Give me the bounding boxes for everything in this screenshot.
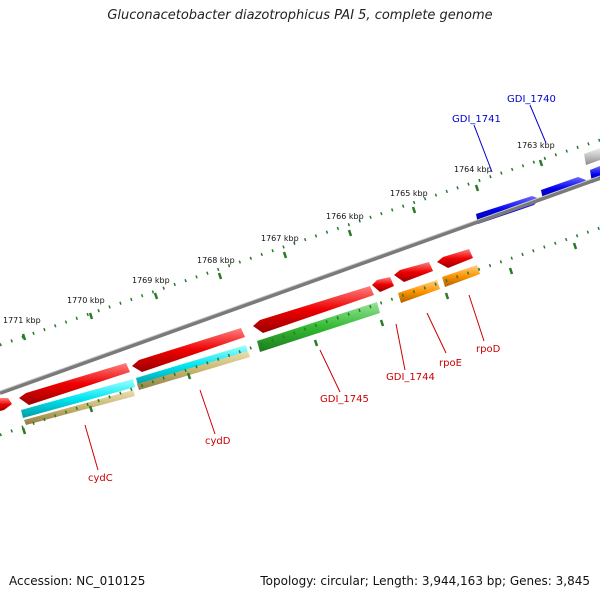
scale-label: 1763 kbp [517,141,555,150]
outer-tick-ring [0,138,600,347]
outer-major-ticks [21,159,544,341]
scale-label: 1771 kbp [3,316,41,325]
scale-label: 1767 kbp [261,234,299,243]
feature-orange-1[interactable] [398,280,440,303]
scale-label: 1765 kbp [390,189,428,198]
inner-major-ticks [21,242,578,435]
topology-text: Topology: circular; Length: 3,944,163 bp… [260,574,590,588]
feature-cyan-2[interactable] [136,345,248,386]
gene-left-edge[interactable] [0,398,12,411]
scale-label: 1769 kbp [132,276,170,285]
gene-label-gdi1744: GDI_1744 [386,372,435,383]
gene-label-gdi1740: GDI_1740 [507,94,556,105]
feature-orange-2[interactable] [442,265,480,287]
gene-right-edge-gray[interactable] [584,148,600,165]
genome-backbone [0,176,600,395]
gene-cydc[interactable] [19,363,130,405]
gene-label-cydc: cydC [88,473,113,484]
leader-lines-red [84,294,485,471]
gene-gdi1744[interactable] [372,277,394,292]
gene-gdi1745[interactable] [253,286,374,333]
page-title: Gluconacetobacter diazotrophicus PAI 5, … [107,8,493,23]
gene-label-cydd: cydD [205,436,231,447]
inner-tick-ring [0,226,600,437]
gene-label-gdi1741: GDI_1741 [452,114,501,125]
accession-text: Accession: NC_010125 [9,574,146,588]
scale-label: 1764 kbp [454,165,492,174]
gene-label-rpoe: rpoE [439,358,462,369]
feature-tan-1[interactable] [24,390,135,425]
gene-label-gdi1745: GDI_1745 [320,394,369,405]
scale-label: 1766 kbp [326,212,364,221]
gene-cydd[interactable] [132,328,245,372]
scale-label: 1768 kbp [197,256,235,265]
gene-rpoe[interactable] [394,262,433,282]
gene-rpod[interactable] [437,249,473,268]
feature-cyan-1[interactable] [21,379,135,418]
gene-label-rpod: rpoD [476,344,501,355]
scale-label: 1770 kbp [67,296,105,305]
feature-tan-2[interactable] [137,351,250,390]
scale-labels: 1763 kbp 1764 kbp 1765 kbp 1766 kbp 1767… [3,141,555,325]
leader-lines-blue [473,104,547,173]
